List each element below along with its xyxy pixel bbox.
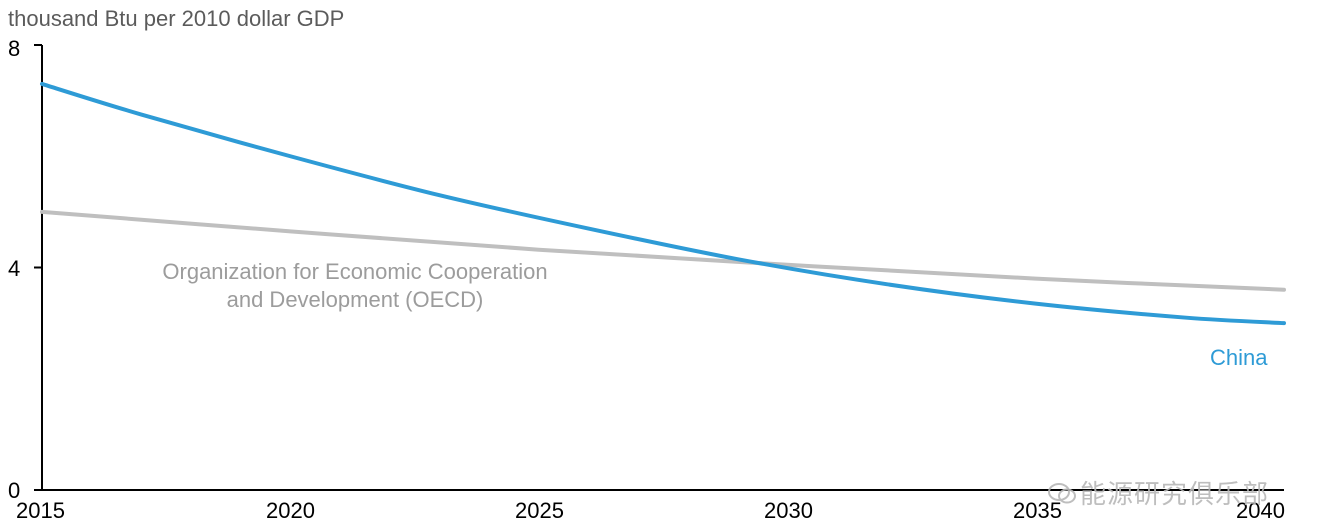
x-tick-2030: 2030 — [764, 498, 813, 524]
oecd-label-line2: and Development (OECD) — [150, 286, 560, 314]
watermark-text: 能源研究俱乐部 — [1080, 474, 1269, 511]
watermark: 能源研究俱乐部 — [1048, 474, 1269, 511]
x-tick-2015: 2015 — [16, 498, 65, 524]
wechat-icon — [1048, 481, 1076, 505]
y-tick-8: 8 — [8, 36, 20, 62]
x-tick-2025: 2025 — [515, 498, 564, 524]
oecd-label-line1: Organization for Economic Cooperation — [150, 258, 560, 286]
china-label: China — [1210, 345, 1267, 371]
x-tick-2020: 2020 — [266, 498, 315, 524]
y-tick-4: 4 — [8, 256, 20, 282]
energy-intensity-chart: thousand Btu per 2010 dollar GDP 8 4 0 2… — [0, 0, 1318, 529]
oecd-label: Organization for Economic Cooperation an… — [150, 258, 560, 313]
